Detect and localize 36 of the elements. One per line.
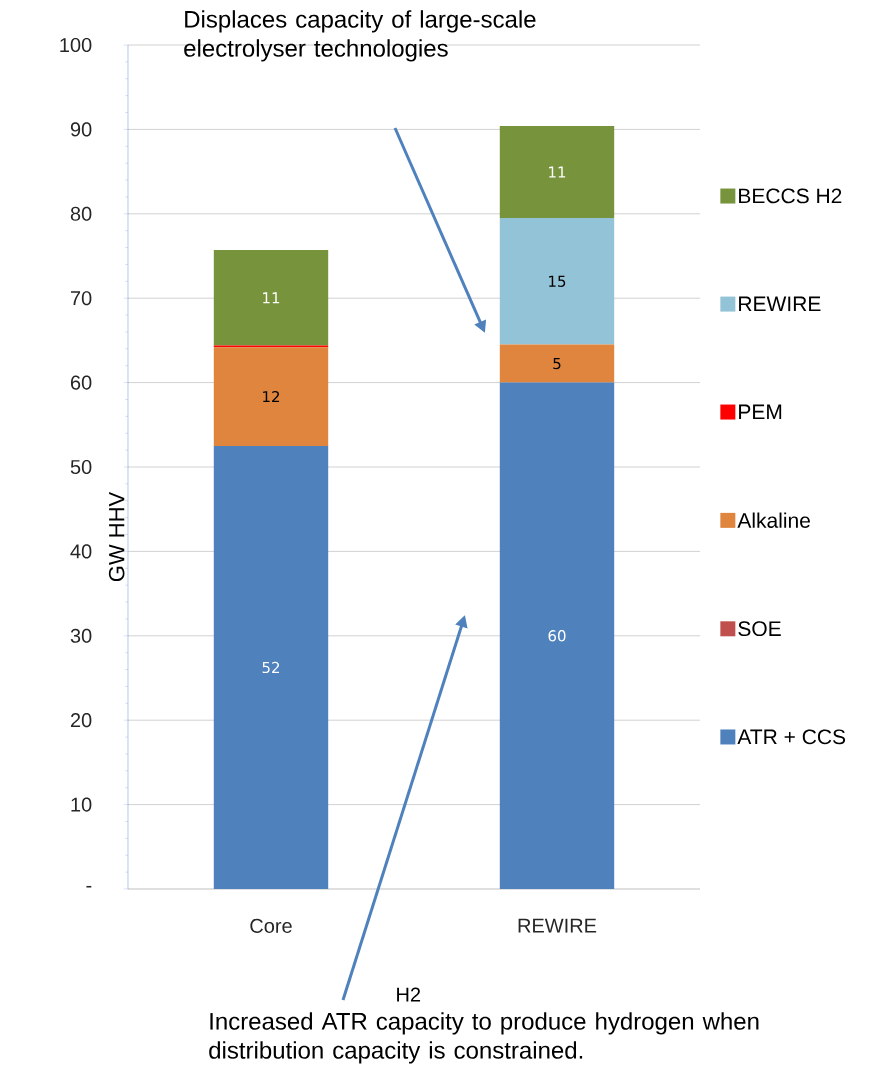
data-label: 52 [262,661,280,674]
y-tick-label: 40 [70,544,92,559]
legend-label: ATR + CCS [737,729,846,745]
y-tick-label: 100 [60,37,92,53]
legend-label: BECCS H2 [739,188,842,204]
legend-label: REWIRE [739,296,821,312]
data-label: 15 [549,275,566,287]
annotation: Displaces capacity of large-scale electrolyser technologies [184,10,536,62]
data-label: 12 [263,390,280,403]
bar [213,445,329,889]
data-label: 5 [553,358,561,370]
y-tick-label: 30 [70,628,92,643]
x-axis-title: H2 [397,987,421,1002]
data-label: 11 [263,292,280,304]
bar [499,218,615,345]
y-tick-label: 90 [70,122,92,137]
data-label: 11 [549,166,566,178]
y-tick-label: - [86,885,92,888]
bar [213,347,329,446]
x-tick-label: Core [250,918,292,933]
y-axis-title: GW HHV [108,491,125,582]
data-label: 60 [548,630,566,642]
text: Increased ATR capacity to produce hydrogen when distribution capacity is constrained. [209,1012,759,1064]
legend-label: PEM [739,404,782,420]
y-tick-label: 50 [70,459,92,475]
bar [499,344,615,383]
y-tick-label: 20 [70,713,92,728]
bar [499,382,615,889]
bar [499,126,615,219]
legend-label: Alkaline [737,512,810,528]
bar [213,250,329,346]
y-tick-label: 80 [70,206,92,221]
y-tick-label: 70 [70,291,92,306]
y-tick-label: 10 [71,797,92,812]
legend-label: SOE [738,621,781,637]
y-tick-label: 60 [70,375,92,390]
